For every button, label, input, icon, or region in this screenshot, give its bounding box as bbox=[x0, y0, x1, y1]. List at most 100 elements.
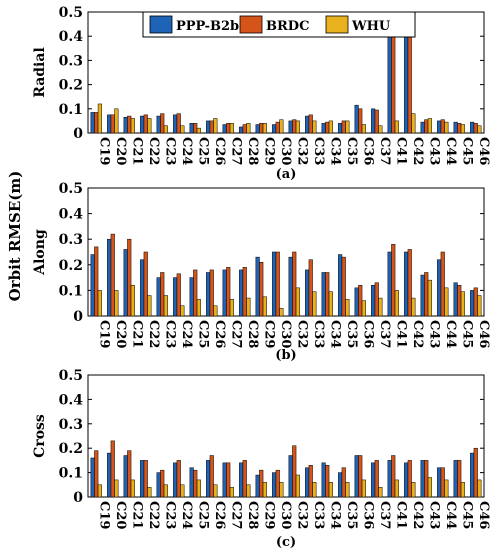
y-tick-label: 0.4 bbox=[59, 392, 84, 408]
bar-ppp-b2b-c26 bbox=[206, 120, 211, 134]
bar-brdc-c27 bbox=[226, 462, 231, 498]
bar-brdc-c45 bbox=[457, 285, 462, 317]
x-tick-label: C36 bbox=[360, 320, 375, 348]
bar-brdc-c36 bbox=[358, 455, 363, 498]
bar-brdc-c30 bbox=[275, 251, 280, 317]
bar-brdc-c23 bbox=[160, 272, 165, 317]
x-tick-label: C26 bbox=[212, 137, 227, 165]
y-tick-label: 0.5 bbox=[59, 368, 83, 384]
y-tick-label: 0 bbox=[73, 490, 83, 506]
y-axis-label: Radial bbox=[32, 47, 48, 98]
bar-whu-c37 bbox=[378, 486, 383, 498]
bar-whu-c25 bbox=[196, 479, 201, 498]
x-tick-label: C37 bbox=[377, 137, 392, 165]
bar-ppp-b2b-c19 bbox=[90, 112, 95, 134]
y-tick-label: 0.2 bbox=[59, 78, 83, 94]
bar-ppp-b2b-c46 bbox=[470, 121, 475, 134]
bar-brdc-c32 bbox=[292, 445, 297, 498]
bar-ppp-b2b-c24 bbox=[173, 462, 178, 498]
x-tick-label: C19 bbox=[96, 137, 111, 165]
bar-brdc-c35 bbox=[341, 120, 346, 134]
x-tick-label: C21 bbox=[129, 320, 144, 348]
x-tick-label: C41 bbox=[393, 320, 408, 348]
bar-whu-c29 bbox=[262, 123, 267, 134]
bar-whu-c28 bbox=[246, 123, 251, 134]
x-tick-label: C45 bbox=[459, 320, 474, 348]
x-tick-label: C42 bbox=[410, 501, 425, 529]
bar-ppp-b2b-c34 bbox=[321, 123, 326, 134]
bar-whu-c44 bbox=[444, 121, 449, 134]
bar-whu-c25 bbox=[196, 299, 201, 317]
bar-whu-c22 bbox=[147, 486, 152, 498]
bar-whu-c19 bbox=[97, 103, 102, 134]
x-tick-label: C45 bbox=[459, 137, 474, 165]
x-tick-label: C19 bbox=[96, 320, 111, 348]
x-tick-label: C27 bbox=[228, 501, 243, 529]
bar-ppp-b2b-c43 bbox=[420, 274, 425, 317]
bar-ppp-b2b-c29 bbox=[255, 474, 260, 498]
bar-ppp-b2b-c29 bbox=[255, 256, 260, 317]
bar-whu-c33 bbox=[312, 482, 317, 498]
bar-whu-c45 bbox=[460, 291, 465, 317]
bar-whu-c45 bbox=[460, 124, 465, 134]
y-tick-label: 0.4 bbox=[59, 207, 84, 223]
bar-brdc-c24 bbox=[176, 460, 181, 498]
y-axis-label: Cross bbox=[32, 414, 48, 458]
bar-brdc-c24 bbox=[176, 113, 181, 134]
bar-brdc-c41 bbox=[391, 455, 396, 498]
bar-whu-c27 bbox=[229, 486, 234, 498]
bar-ppp-b2b-c21 bbox=[123, 455, 128, 498]
bar-brdc-c34 bbox=[325, 121, 330, 134]
bar-brdc-c36 bbox=[358, 108, 363, 134]
x-tick-label: C41 bbox=[393, 137, 408, 165]
bar-ppp-b2b-c44 bbox=[437, 120, 442, 134]
x-tick-label: C46 bbox=[476, 137, 491, 165]
bar-whu-c24 bbox=[180, 125, 185, 134]
bar-ppp-b2b-c33 bbox=[305, 467, 310, 498]
y-tick-label: 0 bbox=[73, 309, 83, 325]
bar-brdc-c27 bbox=[226, 123, 231, 134]
bar-brdc-c21 bbox=[127, 450, 132, 498]
bar-whu-c26 bbox=[213, 484, 218, 498]
x-tick-label: C22 bbox=[146, 501, 161, 529]
x-tick-label: C28 bbox=[245, 320, 260, 348]
bar-brdc-c33 bbox=[308, 465, 313, 498]
bar-whu-c36 bbox=[361, 124, 366, 134]
x-tick-label: C22 bbox=[146, 137, 161, 165]
bar-ppp-b2b-c30 bbox=[272, 251, 277, 317]
bar-whu-c20 bbox=[114, 479, 119, 498]
bar-ppp-b2b-c26 bbox=[206, 272, 211, 317]
bar-whu-c34 bbox=[328, 291, 333, 317]
bar-brdc-c32 bbox=[292, 119, 297, 134]
x-tick-label: C24 bbox=[179, 320, 194, 348]
bar-ppp-b2b-c35 bbox=[338, 254, 343, 317]
x-tick-label: C19 bbox=[96, 501, 111, 529]
y-tick-label: 0.3 bbox=[59, 53, 83, 69]
bar-brdc-c22 bbox=[143, 114, 148, 134]
bar-ppp-b2b-c28 bbox=[239, 126, 244, 134]
bar-whu-c29 bbox=[262, 296, 267, 317]
bar-ppp-b2b-c44 bbox=[437, 467, 442, 498]
legend-label: WHU bbox=[351, 19, 391, 34]
bar-brdc-c37 bbox=[374, 109, 379, 134]
panel-caption: (a) bbox=[276, 167, 297, 182]
legend-label: PPP-B2b bbox=[176, 19, 239, 34]
bar-brdc-c26 bbox=[209, 269, 214, 317]
legend-swatch-brdc bbox=[239, 15, 263, 34]
bar-whu-c34 bbox=[328, 120, 333, 134]
x-tick-label: C30 bbox=[278, 501, 293, 529]
x-tick-label: C34 bbox=[327, 137, 342, 165]
bar-ppp-b2b-c36 bbox=[354, 455, 359, 498]
bar-whu-c22 bbox=[147, 118, 152, 134]
x-tick-label: C27 bbox=[228, 137, 243, 165]
bar-ppp-b2b-c30 bbox=[272, 124, 277, 134]
bar-ppp-b2b-c37 bbox=[371, 108, 376, 134]
bar-ppp-b2b-c33 bbox=[305, 115, 310, 134]
bar-brdc-c22 bbox=[143, 251, 148, 317]
bar-brdc-c28 bbox=[242, 124, 247, 134]
legend-label: BRDC bbox=[266, 19, 309, 34]
x-tick-label: C46 bbox=[476, 320, 491, 348]
y-tick-label: 0 bbox=[73, 126, 83, 142]
x-tick-label: C21 bbox=[129, 137, 144, 165]
bar-ppp-b2b-c36 bbox=[354, 287, 359, 317]
